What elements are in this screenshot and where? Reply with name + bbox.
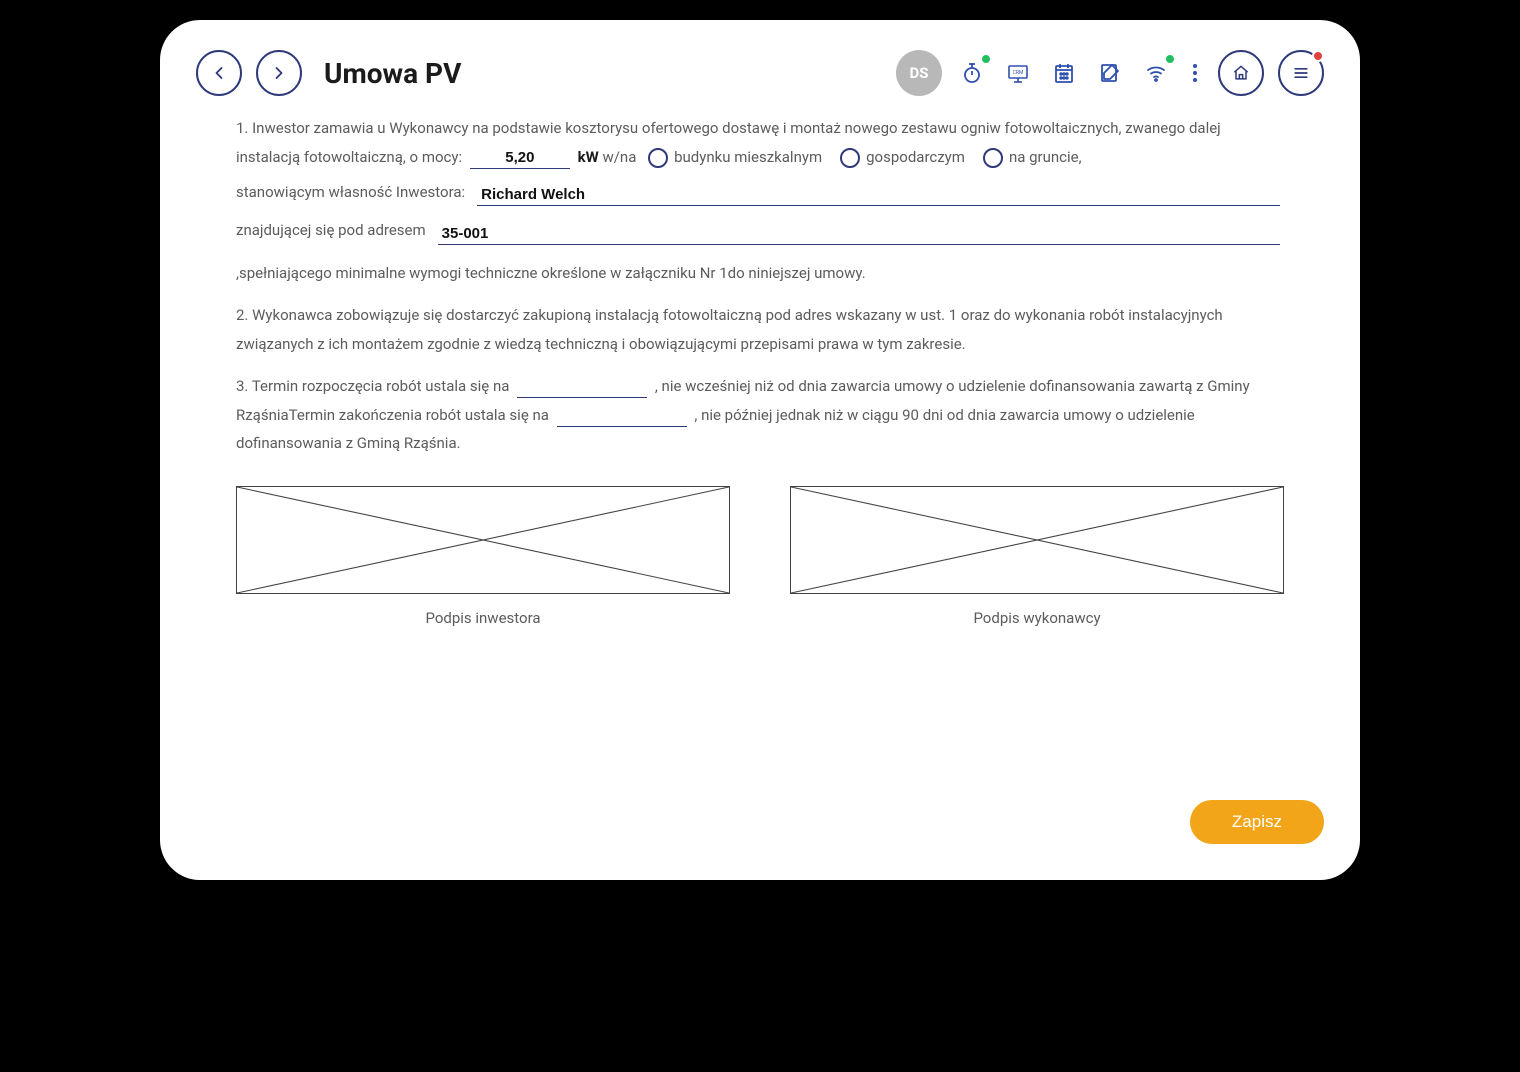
paragraph-2: 2. Wykonawca zobowiązuje się dostarczyć …	[236, 301, 1284, 358]
page-title: Umowa PV	[324, 57, 461, 90]
wifi-button[interactable]	[1140, 57, 1172, 89]
end-date-input[interactable]	[557, 405, 687, 427]
home-button[interactable]	[1218, 50, 1264, 96]
status-dot-green	[1166, 55, 1174, 63]
radio-budynku-mieszkalnym[interactable]: budynku mieszkalnym	[648, 143, 822, 172]
timer-button[interactable]	[956, 57, 988, 89]
arrow-left-icon	[209, 63, 229, 83]
owner-row: stanowiącym własność Inwestora:	[236, 178, 1284, 207]
p3-text-a: 3. Termin rozpoczęcia robót ustala się n…	[236, 377, 509, 395]
calendar-button[interactable]	[1048, 57, 1080, 89]
calendar-icon	[1052, 61, 1076, 85]
radio-label: budynku mieszkalnym	[674, 143, 822, 172]
app-frame: Umowa PV DS CRM	[160, 20, 1360, 880]
edit-button[interactable]	[1094, 57, 1126, 89]
signature-row: Podpis inwestora Podpis wykonawcy	[236, 486, 1284, 633]
signature-box-investor[interactable]	[236, 486, 730, 594]
owner-input[interactable]	[477, 184, 1280, 206]
svg-text:CRM: CRM	[1013, 70, 1024, 76]
address-row: znajdującej się pod adresem	[236, 216, 1284, 245]
avatar[interactable]: DS	[896, 50, 942, 96]
radio-label: gospodarczym	[866, 143, 965, 172]
crm-screen-icon: CRM	[1006, 61, 1030, 85]
edit-note-icon	[1098, 61, 1122, 85]
address-lead-text: znajdującej się pod adresem	[236, 216, 426, 245]
radio-gospodarczym[interactable]: gospodarczym	[840, 143, 965, 172]
power-input[interactable]	[470, 147, 570, 169]
radio-circle-icon	[983, 148, 1003, 168]
status-dot-green	[982, 55, 990, 63]
p1-tail-text: ,spełniającego minimalne wymogi technicz…	[236, 259, 1284, 288]
address-input[interactable]	[438, 223, 1280, 245]
save-button[interactable]: Zapisz	[1190, 800, 1324, 844]
hamburger-icon	[1291, 63, 1311, 83]
stopwatch-icon	[960, 61, 984, 85]
radio-circle-icon	[840, 148, 860, 168]
forward-button[interactable]	[256, 50, 302, 96]
owner-lead-text: stanowiącym własność Inwestora:	[236, 178, 465, 207]
signature-contractor-label: Podpis wykonawcy	[973, 604, 1100, 633]
menu-button[interactable]	[1278, 50, 1324, 96]
notification-dot-red	[1312, 50, 1324, 62]
paragraph-3: 3. Termin rozpoczęcia robót ustala się n…	[236, 372, 1284, 458]
radio-na-gruncie[interactable]: na gruncie,	[983, 143, 1082, 172]
signature-investor-label: Podpis inwestora	[425, 604, 540, 633]
radio-circle-icon	[648, 148, 668, 168]
placeholder-x-icon	[237, 487, 729, 593]
footer: Zapisz	[196, 800, 1324, 844]
header: Umowa PV DS CRM	[196, 50, 1324, 96]
wifi-icon	[1144, 61, 1168, 85]
contract-document: 1. Inwestor zamawia u Wykonawcy na podst…	[196, 114, 1324, 770]
signature-box-contractor[interactable]	[790, 486, 1284, 594]
more-button[interactable]	[1186, 64, 1204, 82]
arrow-right-icon	[269, 63, 289, 83]
home-icon	[1231, 63, 1251, 83]
location-radio-group: budynku mieszkalnym gospodarczym na grun…	[648, 143, 1081, 172]
wna-label: w/na	[602, 148, 636, 166]
back-button[interactable]	[196, 50, 242, 96]
signature-contractor: Podpis wykonawcy	[790, 486, 1284, 633]
placeholder-x-icon	[791, 487, 1283, 593]
paragraph-1: 1. Inwestor zamawia u Wykonawcy na podst…	[236, 114, 1284, 172]
radio-label: na gruncie,	[1009, 143, 1082, 172]
start-date-input[interactable]	[517, 376, 647, 398]
kw-label: kW	[578, 148, 599, 166]
signature-investor: Podpis inwestora	[236, 486, 730, 633]
crm-button[interactable]: CRM	[1002, 57, 1034, 89]
